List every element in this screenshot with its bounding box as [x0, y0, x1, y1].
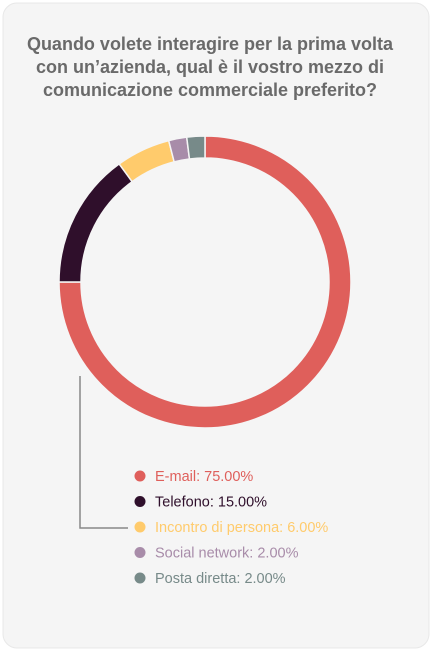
- legend-label: Posta diretta: 2.00%: [155, 571, 286, 587]
- legend-marker: [134, 496, 146, 507]
- chart-title: comunicazione commerciale preferito?: [43, 80, 377, 100]
- chart-title: Quando volete interagire per la prima vo…: [27, 34, 394, 54]
- leader-line: [79, 376, 128, 529]
- donut-slice: [58, 135, 352, 429]
- legend-marker: [134, 572, 146, 584]
- chart-title: con un’azienda, qual è il vostro mezzo d…: [36, 57, 384, 77]
- legend-label: Incontro di persona: 6.00%: [155, 520, 328, 536]
- card: [2, 2, 430, 649]
- legend-label: Social network: 2.00%: [155, 545, 299, 561]
- legend-label: E-mail: 75.00%: [155, 469, 253, 485]
- donut-slice: [185, 135, 206, 160]
- legend-marker: [134, 521, 146, 533]
- legend-label: Telefono: 15.00%: [155, 494, 267, 510]
- legend-marker: [134, 470, 146, 482]
- legend-marker: [134, 547, 146, 558]
